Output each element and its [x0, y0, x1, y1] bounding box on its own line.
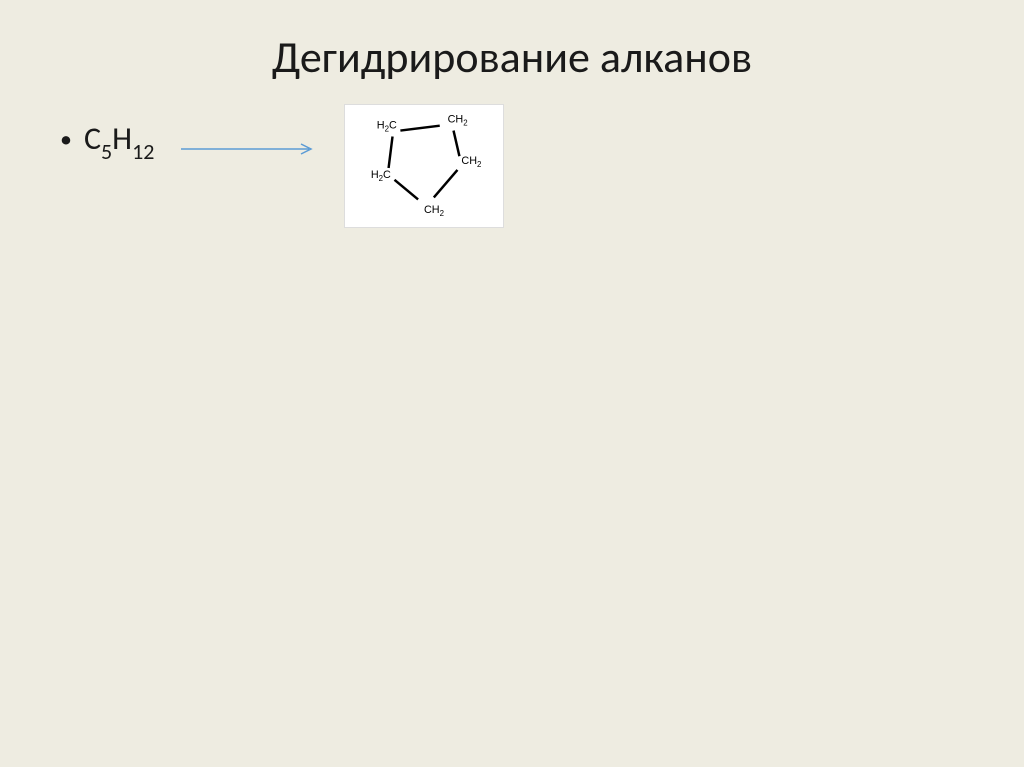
formula-h: Н [112, 119, 132, 158]
slide-title: Дегидрирование алканов [50, 30, 974, 84]
molecule-diagram: H2C CH2 CH2 CH2 H2C [344, 104, 504, 228]
formula-sub-12: 12 [132, 138, 154, 165]
svg-text:CH2: CH2 [448, 114, 468, 128]
chemical-formula: С5Н12 [84, 119, 154, 162]
slide-container: Дегидрирование алканов • С5Н12 H2C CH2 CH2… [0, 0, 1024, 767]
svg-text:H2C: H2C [377, 120, 397, 134]
arrow-svg [179, 139, 324, 159]
content-row: • С5Н12 H2CCH2CH2CH2H2C [60, 119, 974, 228]
formula-sub-5: 5 [101, 138, 112, 165]
bonds-group [389, 126, 460, 200]
svg-text:H2C: H2C [371, 169, 391, 183]
svg-text:CH2: CH2 [462, 155, 482, 169]
labels-group: H2C CH2 CH2 CH2 H2C [371, 114, 482, 218]
formula-c: С [84, 119, 101, 158]
cyclopentane-structure: H2C CH2 CH2 CH2 H2C [345, 105, 503, 227]
bullet-marker: • [60, 125, 72, 154]
reaction-arrow [179, 139, 324, 164]
bullet-point: • С5Н12 [60, 119, 154, 162]
svg-text:CH2: CH2 [424, 204, 444, 218]
